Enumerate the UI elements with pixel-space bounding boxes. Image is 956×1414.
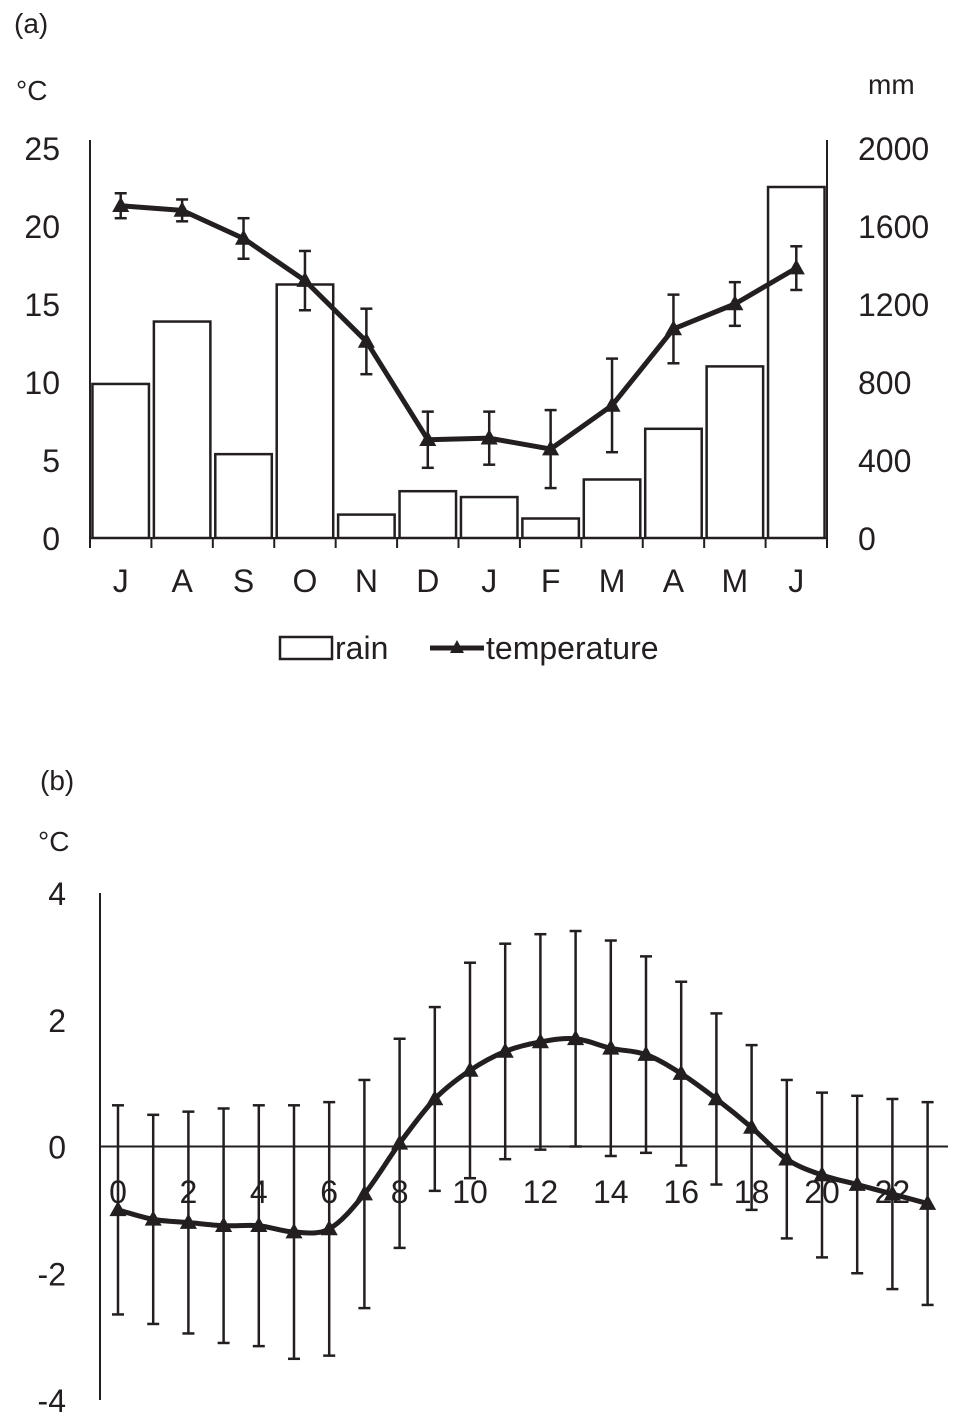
hourly-point-1 <box>144 1210 162 1226</box>
rain-bar-2 <box>214 452 274 540</box>
temperature-point-0 <box>112 196 130 213</box>
hourly-point-10 <box>461 1061 479 1077</box>
panel-b-axes: -4-20240246810121416182022 <box>38 876 948 1414</box>
panel-a-right-unit: mm <box>868 69 915 100</box>
right-tick-label-5: 2000 <box>858 131 929 167</box>
y-tick-label-3: 2 <box>48 1003 66 1039</box>
x-tick-label-1: A <box>171 563 193 599</box>
temperature-line <box>120 203 798 452</box>
y-tick-label-0: -4 <box>38 1383 66 1414</box>
temperature-point-10 <box>726 295 744 311</box>
rain-bar-9 <box>643 427 703 540</box>
temperature-point-1 <box>173 201 191 217</box>
panel-b-label: (b) <box>40 765 74 796</box>
right-tick-label-4: 1600 <box>858 209 929 245</box>
legend-rain-swatch <box>278 635 334 661</box>
hourly-point-5 <box>285 1223 303 1239</box>
hourly-point-21 <box>848 1175 866 1191</box>
panel-a-legend: rain temperature <box>278 630 659 666</box>
x-tick-label-8: 16 <box>663 1174 699 1210</box>
hourly-point-7 <box>355 1185 373 1201</box>
left-tick-label-2: 10 <box>24 365 60 401</box>
hourly-point-0 <box>109 1200 127 1217</box>
hourly-point-15 <box>637 1045 655 1061</box>
rain-bars <box>91 185 826 540</box>
panel-a-axes: J A S O N D J F M A M J 0 5 10 15 20 25 0 400 800 1200 1600 200… <box>24 131 929 599</box>
temperature-point-2 <box>234 229 253 245</box>
left-tick-label-0: 0 <box>42 521 60 557</box>
hourly-point-8 <box>391 1134 409 1150</box>
left-tick-label-1: 5 <box>42 443 60 479</box>
hourly-point-22 <box>883 1185 901 1201</box>
y-tick-label-2: 0 <box>48 1130 66 1166</box>
hourly-point-20 <box>813 1166 831 1182</box>
y-tick-label-1: -2 <box>38 1256 66 1292</box>
x-tick-label-6: 12 <box>523 1174 559 1210</box>
panel-b-unit: °C <box>38 826 69 857</box>
rain-bar-8 <box>582 478 642 540</box>
hourly-point-16 <box>672 1064 690 1080</box>
x-tick-label-3: O <box>293 563 318 599</box>
x-tick-label-7: F <box>541 563 561 599</box>
x-tick-label-9: A <box>663 563 685 599</box>
hourly-point-12 <box>531 1032 549 1049</box>
temperature-point-11 <box>787 259 805 275</box>
hourly-point-2 <box>179 1213 197 1229</box>
x-tick-label-2: S <box>233 563 254 599</box>
rain-bar-3 <box>275 283 335 540</box>
hourly-point-9 <box>426 1089 444 1106</box>
rain-bar-7 <box>521 517 581 540</box>
right-tick-label-3: 1200 <box>858 287 929 323</box>
temperature-point-8 <box>603 396 621 412</box>
hourly-point-11 <box>496 1042 514 1058</box>
rain-bar-1 <box>152 320 212 540</box>
temperature-point-4 <box>357 332 375 348</box>
hourly-point-14 <box>602 1039 620 1055</box>
legend-temperature-marker <box>450 640 464 653</box>
legend-rain-label: rain <box>335 630 388 666</box>
left-tick-label-4: 20 <box>24 209 60 245</box>
x-tick-label-5: D <box>416 563 439 599</box>
x-tick-label-5: 10 <box>452 1174 488 1210</box>
right-tick-label-1: 400 <box>858 443 911 479</box>
hourly-point-3 <box>215 1216 233 1233</box>
hourly-point-4 <box>250 1216 268 1233</box>
temperature-point-5 <box>419 430 437 447</box>
x-tick-label-7: 14 <box>593 1174 629 1210</box>
y-tick-label-4: 4 <box>48 876 66 912</box>
hourly-temperature-series <box>109 929 937 1361</box>
panel-a-label: (a) <box>14 8 48 39</box>
x-tick-label-0: J <box>113 563 129 599</box>
rain-bar-0 <box>91 382 151 540</box>
right-tick-label-0: 0 <box>858 521 876 557</box>
left-tick-label-3: 15 <box>24 287 60 323</box>
hourly-point-13 <box>567 1029 585 1046</box>
rain-bar-4 <box>336 513 396 540</box>
hourly-point-18 <box>743 1118 761 1134</box>
right-tick-label-2: 800 <box>858 365 911 401</box>
rain-bar-10 <box>705 365 765 540</box>
x-tick-label-6: J <box>481 563 497 599</box>
x-tick-label-11: J <box>788 563 804 599</box>
left-tick-label-5: 25 <box>24 131 60 167</box>
hourly-point-6 <box>320 1219 338 1236</box>
x-tick-label-10: M <box>722 563 749 599</box>
rain-bar-5 <box>398 489 458 540</box>
hourly-point-19 <box>778 1150 796 1166</box>
temperature-point-6 <box>480 429 498 445</box>
panel-a-left-unit: °C <box>16 75 47 106</box>
temperature-series <box>112 191 805 490</box>
hourly-point-17 <box>707 1089 725 1106</box>
rain-bar-11 <box>766 185 826 540</box>
x-tick-label-8: M <box>599 563 626 599</box>
legend-temperature-label: temperature <box>486 630 659 666</box>
hourly-point-23 <box>919 1194 937 1210</box>
x-tick-label-4: N <box>355 563 378 599</box>
temperature-point-3 <box>296 271 314 287</box>
rain-bar-6 <box>459 495 519 540</box>
temperature-point-9 <box>664 319 683 336</box>
temperature-point-7 <box>542 440 560 456</box>
